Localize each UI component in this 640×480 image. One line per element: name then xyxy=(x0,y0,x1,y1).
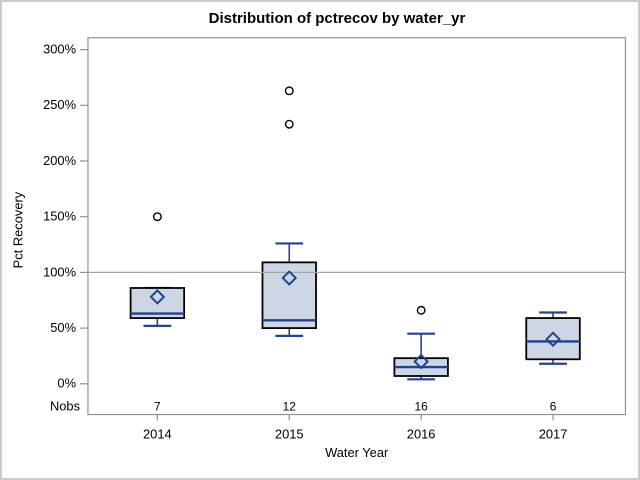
outlier-point xyxy=(416,305,426,315)
y-axis-tick-label: 0% xyxy=(57,376,76,391)
x-axis-tick-label: 2015 xyxy=(275,426,304,441)
x-axis-tick-label: 2016 xyxy=(407,426,436,441)
y-axis-tick-label: 250% xyxy=(43,97,76,112)
x-axis-tick-label: 2014 xyxy=(143,426,172,441)
mean-diamond xyxy=(413,353,429,370)
box-rect xyxy=(261,261,317,329)
y-axis-tick-label: 150% xyxy=(43,209,76,224)
x-axis-title: Water Year xyxy=(325,445,389,460)
outlier-point xyxy=(152,212,162,222)
box-rect xyxy=(525,317,581,361)
x-axis-tick-label: 2017 xyxy=(539,426,568,441)
outlier-point xyxy=(284,119,294,129)
mean-diamond xyxy=(281,270,298,286)
mean-diamond xyxy=(545,331,561,348)
plot-frame xyxy=(87,37,627,416)
y-axis-tick-label: 50% xyxy=(50,320,76,335)
nobs-value: 7 xyxy=(154,400,161,414)
outlier-point xyxy=(284,86,294,96)
y-axis-tick-label: 300% xyxy=(43,42,76,57)
y-axis-tick-label: 200% xyxy=(43,153,76,168)
nobs-label: Nobs xyxy=(50,399,80,414)
mean-diamond xyxy=(149,289,166,305)
y-axis-title: Pct Recovery xyxy=(10,191,25,268)
nobs-value: 12 xyxy=(283,400,297,414)
chart-title: Distribution of pctrecov by water_yr xyxy=(208,10,466,27)
nobs-value: 6 xyxy=(550,400,557,414)
nobs-value: 16 xyxy=(415,400,429,414)
y-axis-tick-label: 100% xyxy=(43,264,76,279)
